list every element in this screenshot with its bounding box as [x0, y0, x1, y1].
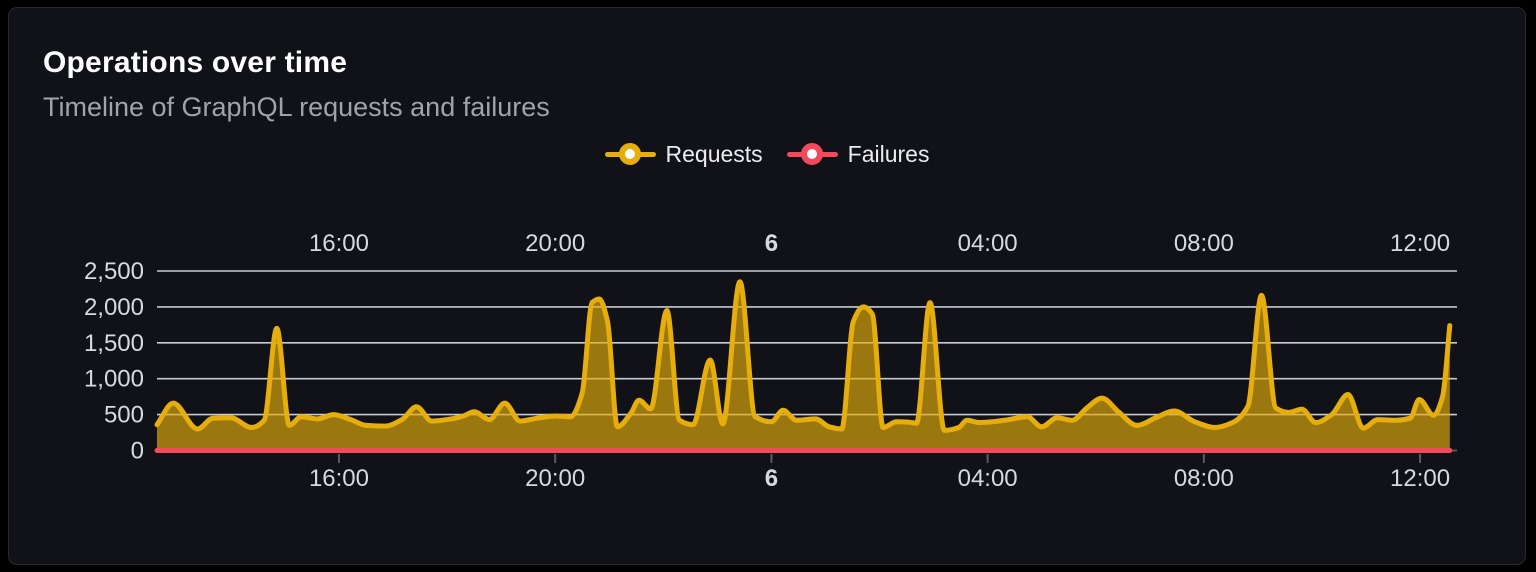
panel-subtitle: Timeline of GraphQL requests and failure… — [43, 92, 550, 122]
x-axis-top-label: 16:00 — [309, 230, 369, 257]
y-axis-label: 1,000 — [84, 366, 144, 393]
y-axis-label: 0 — [131, 438, 144, 465]
requests-series-marker-icon — [604, 142, 656, 166]
y-axis-label: 500 — [104, 402, 144, 429]
requests-area — [157, 281, 1450, 451]
y-axis-label: 2,000 — [84, 294, 144, 321]
x-axis-bottom-label: 12:00 — [1390, 465, 1450, 492]
x-axis-bottom-label: 04:00 — [958, 465, 1018, 492]
x-axis-bottom-label: 20:00 — [525, 465, 585, 492]
legend-item-requests[interactable]: Requests — [604, 140, 763, 168]
y-axis-label: 1,500 — [84, 330, 144, 357]
legend-label-requests: Requests — [665, 140, 763, 167]
panel-title: Operations over time — [43, 46, 348, 79]
legend-label-failures: Failures — [847, 140, 930, 167]
legend-item-failures[interactable]: Failures — [786, 140, 930, 168]
x-axis-top-label: 20:00 — [525, 230, 585, 257]
x-axis-bottom-label: 08:00 — [1174, 465, 1234, 492]
x-axis-top-label: 08:00 — [1174, 230, 1234, 257]
chart-legend: Requests Failures — [9, 140, 1525, 168]
x-axis-top-label: 6 — [765, 230, 778, 257]
failures-series-marker-icon — [786, 142, 838, 166]
x-axis-top-label: 12:00 — [1390, 230, 1450, 257]
x-axis-bottom-label: 6 — [765, 465, 778, 492]
x-axis-bottom-label: 16:00 — [309, 465, 369, 492]
requests-line — [154, 279, 1453, 433]
y-axis-label: 2,500 — [84, 258, 144, 285]
operations-panel: Operations over time Timeline of GraphQL… — [8, 7, 1526, 565]
operations-time-series-chart: 0 500 1,000 1,500 2,000 2,500 16:00 16:00 20:00 2… — [84, 230, 1457, 492]
x-axis-top-label: 04:00 — [958, 230, 1018, 257]
